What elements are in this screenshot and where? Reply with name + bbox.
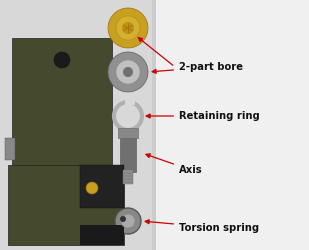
Text: 2-part bore: 2-part bore [152,62,243,73]
Bar [152,0,156,250]
Bar [120,138,136,172]
Circle shape [121,214,135,228]
Circle shape [86,182,98,194]
Bar [155,0,309,250]
Bar [80,225,124,245]
Bar [80,165,124,208]
Circle shape [123,67,133,77]
Circle shape [122,22,134,34]
Bar [8,165,124,245]
Circle shape [54,52,70,68]
Circle shape [108,52,148,92]
Bar [118,128,138,138]
Circle shape [116,16,140,40]
Circle shape [115,208,141,234]
Circle shape [120,216,126,222]
Bar [5,138,15,160]
Circle shape [116,60,140,84]
Circle shape [108,8,148,48]
Text: Retaining ring: Retaining ring [146,111,260,121]
Bar [123,170,133,184]
Bar [125,99,135,105]
Bar [12,38,112,208]
Text: Torsion spring: Torsion spring [145,220,259,233]
Text: Axis: Axis [146,154,203,175]
